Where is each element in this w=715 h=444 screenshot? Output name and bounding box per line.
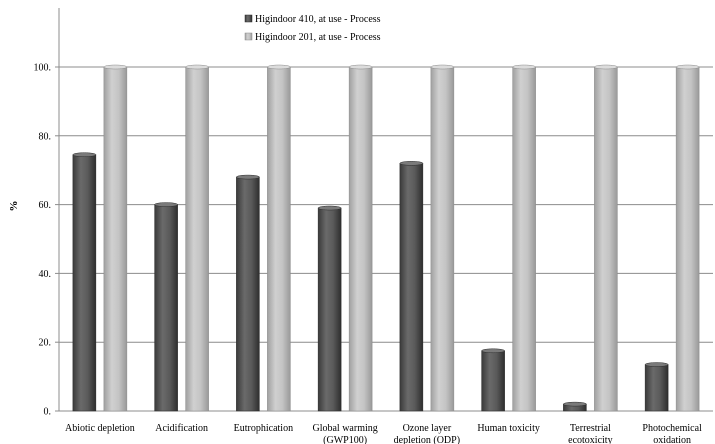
series-410-bar-cap xyxy=(563,401,587,407)
x-category-label: Ozone layer xyxy=(403,423,452,434)
x-category-labels: Abiotic depletion Acidification Eutrophica… xyxy=(65,423,702,444)
series-410-bar-cap xyxy=(644,362,669,367)
series-410-bar xyxy=(399,163,424,412)
series-201-bar-cap xyxy=(675,64,700,70)
series-410-bar-cap xyxy=(317,205,342,211)
legend-swatch xyxy=(244,14,253,23)
series-410-bar-cap xyxy=(399,161,424,166)
y-axis-label: % xyxy=(8,201,20,212)
series-201-bar xyxy=(348,66,373,412)
x-category-label: depletion (ODP) xyxy=(394,435,460,444)
series-201-bar xyxy=(267,66,291,412)
bars xyxy=(72,64,700,412)
x-category-label: Abiotic depletion xyxy=(65,423,135,434)
y-tick-label: 80. xyxy=(39,131,52,142)
x-category-label: Global warming xyxy=(312,423,377,434)
series-201-bar xyxy=(185,66,209,412)
series-201-bar-cap xyxy=(103,64,128,70)
legend-label: Higindoor 201, at use - Process xyxy=(255,32,381,43)
y-tick-label: 20. xyxy=(39,338,52,349)
series-201-bar xyxy=(675,66,700,412)
x-category-label: oxidation xyxy=(653,435,691,444)
series-410-bar xyxy=(72,154,97,412)
series-201-bar xyxy=(512,66,536,412)
y-tick-labels: 0. 20. 40. 60. 80. 100. xyxy=(34,63,59,418)
series-410-bar-cap xyxy=(72,152,97,157)
x-category-label: (GWP100) xyxy=(323,435,367,444)
legend: Higindoor 410, at use - Process Higindoor… xyxy=(244,14,381,43)
y-tick-label: 60. xyxy=(39,200,52,211)
x-category-label: Human toxicity xyxy=(477,423,540,434)
series-201-bar-cap xyxy=(594,64,618,70)
x-category-label: ecotoxicity xyxy=(568,435,612,444)
y-tick-label: 100. xyxy=(34,63,52,74)
series-410-bar xyxy=(236,176,260,412)
series-201-bar xyxy=(430,66,455,412)
series-201-bar-cap xyxy=(185,64,209,70)
series-410-bar-cap xyxy=(481,348,505,354)
series-410-bar xyxy=(317,207,342,412)
series-201-bar-cap xyxy=(267,64,291,70)
legend-swatch xyxy=(244,32,253,41)
series-410-bar xyxy=(644,364,669,412)
series-410-bar xyxy=(481,350,505,412)
y-tick-label: 0. xyxy=(44,407,52,418)
y-tick-label: 40. xyxy=(39,269,52,280)
series-201-bar-cap xyxy=(430,64,455,70)
series-201-bar-cap xyxy=(348,64,373,70)
legend-label: Higindoor 410, at use - Process xyxy=(255,14,381,25)
series-201-bar xyxy=(103,66,128,412)
x-category-label: Acidification xyxy=(155,423,208,434)
x-category-label: Terrestrial xyxy=(570,423,611,434)
series-410-bar-cap xyxy=(154,202,178,207)
series-410-bar xyxy=(154,204,178,412)
x-category-label: Eutrophication xyxy=(234,423,293,434)
series-201-bar xyxy=(594,66,618,412)
x-category-label: Photochemical xyxy=(642,423,702,434)
series-201-bar-cap xyxy=(512,64,536,70)
series-410-bar-cap xyxy=(236,174,260,180)
